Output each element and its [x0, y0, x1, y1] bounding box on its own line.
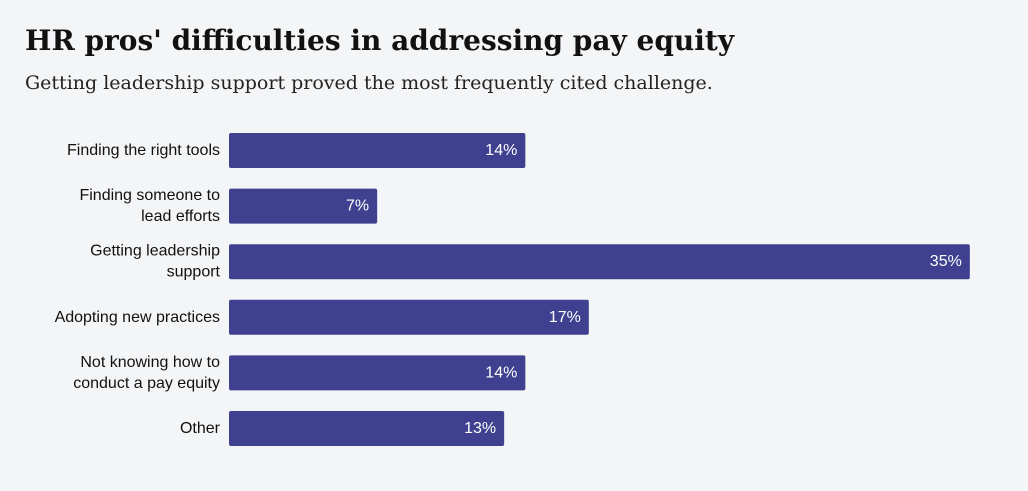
category-label-line: support: [167, 264, 221, 281]
category-label: Other: [180, 420, 221, 437]
bar: [229, 411, 505, 446]
category-label-line: Getting leadership: [90, 243, 220, 260]
category-label-line: Finding someone to: [79, 187, 220, 204]
category-label-line: Not knowing how to: [80, 354, 220, 371]
bar-value-label: 17%: [549, 309, 581, 326]
bar-value-label: 14%: [485, 364, 517, 381]
category-label-line: Finding the right tools: [67, 142, 220, 159]
bar-value-label: 13%: [464, 420, 496, 437]
category-label-line: lead efforts: [141, 208, 220, 225]
chart-subtitle: Getting leadership support proved the mo…: [25, 72, 713, 94]
category-label-line: conduct a pay equity: [73, 375, 220, 392]
category-label-line: Adopting new practices: [55, 309, 220, 326]
bar: [229, 244, 970, 280]
bar-value-label: 14%: [485, 142, 517, 159]
bar: [229, 188, 378, 224]
category-label: Getting leadership support: [90, 243, 220, 281]
category-label: Finding someone to lead efforts: [79, 187, 220, 225]
category-label-line: Other: [180, 420, 221, 437]
bar: [229, 133, 526, 168]
category-label: Not knowing how to conduct a pay equity: [73, 354, 220, 392]
category-label: Adopting new practices: [55, 309, 220, 326]
bar-value-label: 7%: [346, 198, 369, 215]
bar: [229, 355, 526, 391]
bar-value-label: 35%: [930, 253, 962, 270]
bar: [229, 299, 589, 335]
category-label: Finding the right tools: [67, 142, 220, 159]
chart-title: HR pros' difficulties in addressing pay …: [25, 24, 735, 57]
